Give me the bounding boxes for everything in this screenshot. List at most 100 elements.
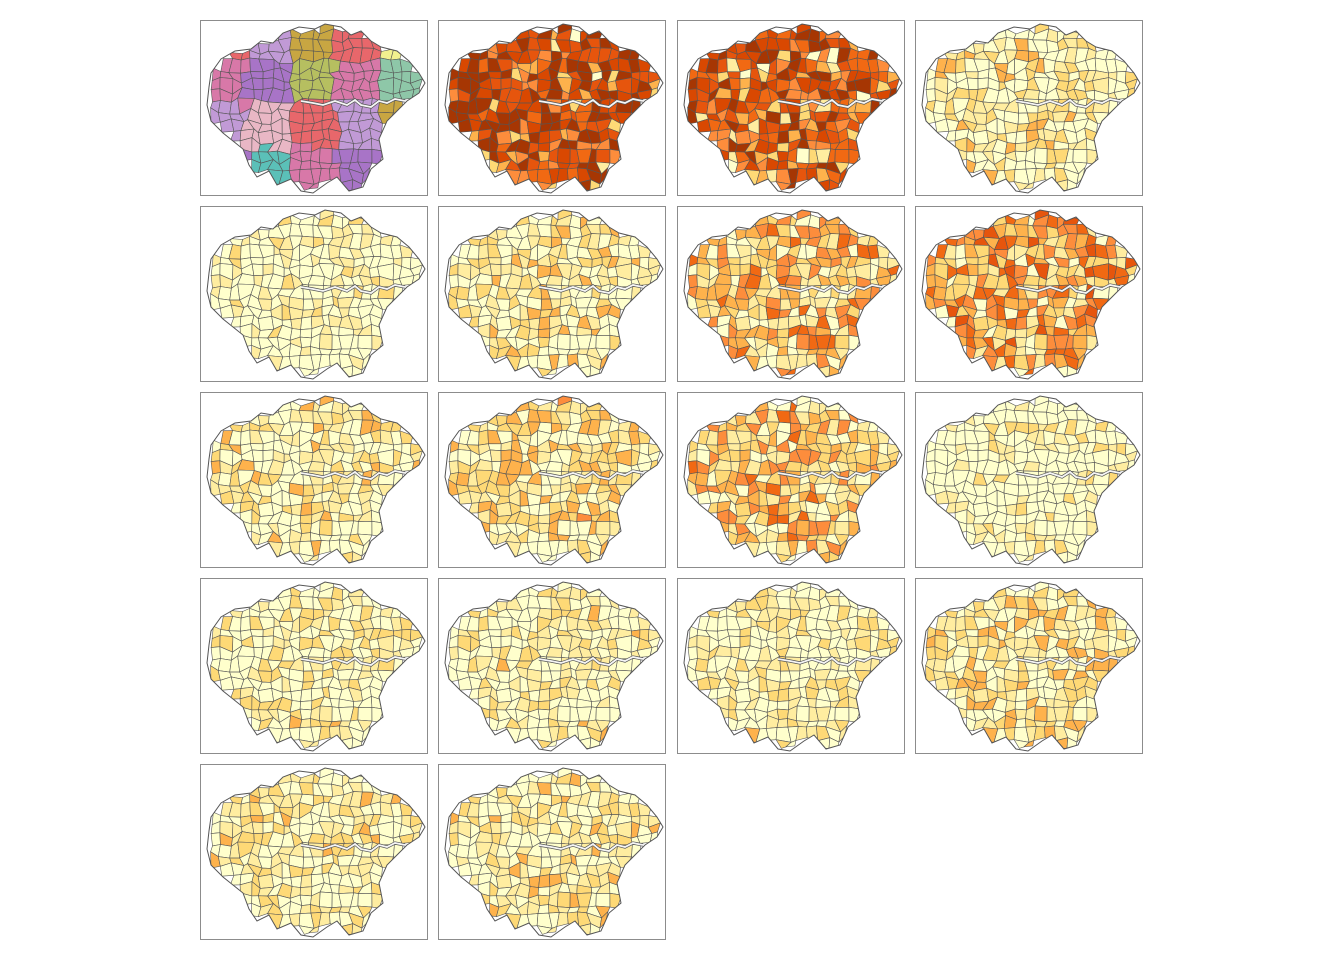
ward-polygon [1015, 130, 1028, 144]
ward-polygon [1086, 509, 1100, 524]
ward-polygon [537, 346, 550, 356]
ward-polygon [500, 77, 512, 90]
ward-polygon [977, 635, 989, 648]
ward-polygon [357, 148, 373, 164]
ward-polygon [251, 263, 264, 277]
ward-polygon [776, 514, 790, 525]
london-ward-map [683, 395, 903, 566]
ward-polygon [298, 773, 315, 784]
ward-polygon [1014, 700, 1028, 711]
ward-polygon [739, 449, 751, 462]
ward-polygon [217, 658, 232, 673]
ward-polygon [595, 334, 611, 350]
ward-polygon [1005, 131, 1018, 144]
ward-polygon [251, 635, 264, 649]
ward-polygon [495, 315, 513, 331]
ward-polygon [966, 263, 979, 277]
london-ward-map [921, 581, 1141, 752]
ward-polygon [299, 514, 313, 525]
ward-polygon [557, 519, 571, 537]
ward-polygon [399, 430, 414, 445]
map-panel-2 [438, 20, 666, 196]
london-outline [921, 209, 1141, 380]
ward-polygon [776, 160, 789, 170]
ward-polygon [1014, 142, 1028, 153]
map-panel-16 [915, 578, 1143, 754]
ward-polygon [371, 892, 385, 909]
ward-polygon [357, 520, 373, 536]
ward-polygon [834, 706, 850, 722]
ward-polygon [925, 88, 936, 103]
ward-polygon [537, 514, 551, 525]
ward-polygon [455, 844, 470, 859]
ward-polygon [251, 449, 264, 463]
london-ward-map [683, 23, 903, 194]
london-ward-map [921, 209, 1141, 380]
ward-polygon [528, 875, 541, 888]
ward-polygon [537, 160, 550, 170]
ward-polygon [784, 368, 797, 376]
ward-polygon [300, 688, 313, 702]
ward-polygon [478, 801, 489, 818]
ward-polygon [595, 520, 611, 536]
ward-polygon [299, 142, 313, 153]
ward-polygon [1086, 334, 1100, 351]
ward-polygon [288, 913, 301, 927]
ward-polygon [1022, 740, 1035, 748]
ward-polygon [500, 263, 512, 276]
ward-polygon [538, 688, 551, 702]
ward-polygon [478, 243, 489, 260]
ward-polygon [257, 687, 275, 703]
ward-polygon [717, 57, 728, 74]
ward-polygon [609, 706, 623, 723]
ward-polygon [299, 160, 312, 170]
ward-polygon [288, 541, 301, 555]
london-ward-map [444, 209, 664, 380]
ward-polygon [767, 689, 780, 702]
map-panel-17 [200, 764, 428, 940]
ward-polygon [609, 892, 623, 909]
ward-polygon [1086, 695, 1100, 710]
ward-polygon [557, 705, 571, 723]
map-panel-11 [677, 392, 905, 568]
ward-polygon [299, 718, 312, 728]
ward-polygon [371, 137, 385, 152]
ward-polygon [776, 718, 789, 728]
ward-polygon [637, 58, 652, 73]
ward-polygon [538, 874, 551, 888]
ward-polygon [299, 894, 312, 906]
ward-polygon [299, 700, 313, 711]
london-outline [921, 395, 1141, 566]
ward-polygon [1014, 522, 1027, 534]
ward-polygon [777, 502, 790, 516]
ward-polygon [371, 706, 385, 723]
ward-polygon [240, 429, 251, 446]
map-panel-4 [915, 20, 1143, 196]
ward-polygon [536, 29, 553, 40]
ward-polygon [288, 169, 301, 183]
ward-polygon [609, 695, 623, 710]
thames-river [538, 284, 644, 294]
ward-polygon [448, 88, 459, 103]
ward-polygon [1013, 215, 1030, 226]
ward-polygon [371, 323, 385, 338]
ward-polygon [257, 315, 275, 331]
map-panel-15 [677, 578, 905, 754]
ward-polygon [262, 263, 274, 276]
ward-polygon [240, 243, 251, 260]
ward-polygon [1003, 727, 1016, 741]
ward-polygon [210, 460, 221, 475]
ward-polygon [848, 695, 862, 710]
ward-polygon [728, 77, 741, 91]
ward-polygon [455, 286, 470, 301]
ward-polygon [925, 274, 936, 289]
ward-polygon [319, 333, 333, 351]
london-outline [444, 395, 664, 566]
ward-polygon [240, 801, 251, 818]
ward-polygon [728, 635, 741, 649]
ward-polygon [489, 821, 502, 835]
london-ward-map [444, 23, 664, 194]
map-panel-7 [677, 206, 905, 382]
ward-polygon [319, 519, 333, 537]
